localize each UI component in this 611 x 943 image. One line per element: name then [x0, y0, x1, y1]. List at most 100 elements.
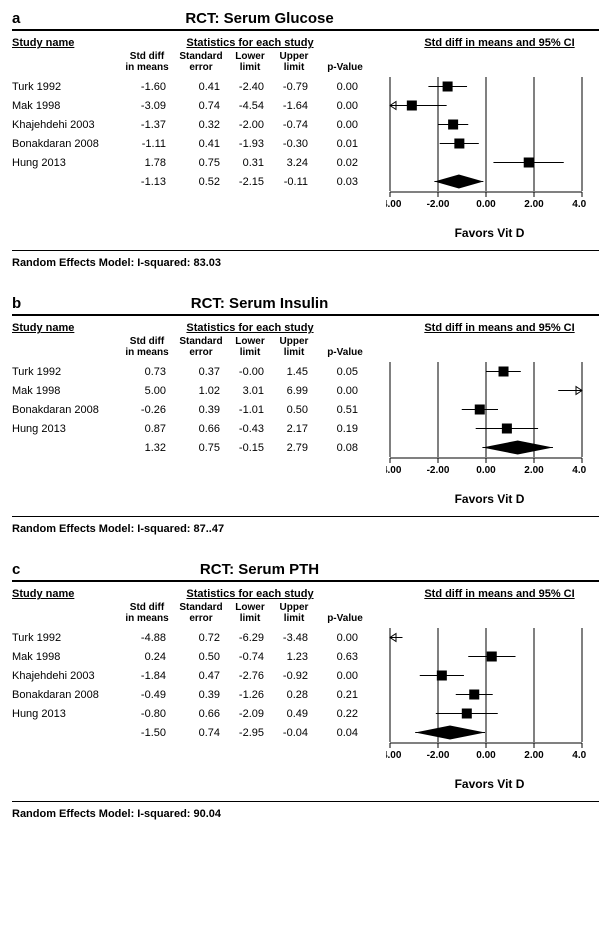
table-row: Bonakdaran 2008-0.260.39-1.010.500.51 [12, 400, 366, 419]
cell: 0.24 [120, 651, 174, 663]
rule [12, 314, 599, 316]
svg-text:0.00: 0.00 [476, 750, 496, 760]
cell: 0.75 [174, 442, 228, 454]
rule [12, 580, 599, 582]
cell: 0.04 [316, 727, 366, 739]
axis: -4.00-2.000.002.004.00Favors Vit D [366, 742, 599, 791]
cell: -2.15 [228, 176, 272, 188]
panel-a: aRCT: Serum GlucoseStudy nameStatistics … [12, 10, 599, 287]
model-text: Random Effects Model: I-squared: 90.04 [12, 808, 599, 820]
panel-title: RCT: Serum Glucose [30, 10, 599, 27]
cell: -0.11 [272, 176, 316, 188]
body-wrap: Turk 1992-4.880.72-6.29-3.480.00Mak 1998… [12, 628, 599, 742]
study-name: Mak 1998 [12, 100, 120, 112]
svg-text:2.00: 2.00 [524, 750, 544, 760]
panel-header: cRCT: Serum PTH [12, 561, 599, 578]
rule [12, 801, 599, 802]
forest-plot [366, 77, 599, 191]
column-headers: Study nameStatistics for each studyStd d… [12, 322, 599, 334]
cell: 0.66 [174, 708, 228, 720]
cell: -0.49 [120, 689, 174, 701]
cell: -2.76 [228, 670, 272, 682]
cell: -1.01 [228, 404, 272, 416]
cell: -0.74 [272, 119, 316, 131]
cell: 3.01 [228, 385, 272, 397]
cell: 0.41 [174, 81, 228, 93]
cell: 0.66 [174, 423, 228, 435]
cell: 0.01 [316, 138, 366, 150]
cell: -1.26 [228, 689, 272, 701]
panel-c: cRCT: Serum PTH Study nameStatistics for … [12, 561, 599, 820]
svg-text:0.00: 0.00 [476, 199, 496, 209]
cell: 5.00 [120, 385, 174, 397]
table-row: Khajehdehi 2003-1.840.47-2.76-0.920.00 [12, 666, 366, 685]
study-name: Hung 2013 [12, 708, 120, 720]
col-head: Std diffin means [120, 51, 174, 73]
cell: 0.39 [174, 689, 228, 701]
col-head: p-Value [316, 336, 366, 358]
cell: -1.37 [120, 119, 174, 131]
cell: 0.31 [228, 157, 272, 169]
cell: 0.00 [316, 632, 366, 644]
panel-b: bRCT: Serum Insulin Study nameStatistics … [12, 295, 599, 553]
cell: -1.93 [228, 138, 272, 150]
panel-title: RCT: Serum Insulin [30, 295, 599, 312]
table-row: -1.130.52-2.15-0.110.03 [12, 172, 366, 191]
body-wrap: Turk 1992-1.600.41-2.40-0.790.00 Mak 1998… [12, 77, 599, 191]
table-row: Hung 2013-0.800.66-2.090.490.22 [12, 704, 366, 723]
col-head: Upperlimit [272, 336, 316, 358]
col-head: Std diffin means [120, 336, 174, 358]
col-head: Lowerlimit [228, 602, 272, 624]
cell: 0.03 [316, 176, 366, 188]
table-row: Bonakdaran 2008-0.490.39-1.260.280.21 [12, 685, 366, 704]
panel-letter: b [12, 295, 30, 312]
plot-header: Std diff in means and 95% CI [380, 322, 599, 334]
cell: 0.63 [316, 651, 366, 663]
cell: 1.78 [120, 157, 174, 169]
table-row: Hung 20131.780.750.313.240.02 [12, 153, 366, 172]
svg-text:-2.00: -2.00 [427, 750, 450, 760]
cell: -0.15 [228, 442, 272, 454]
study-name: Bonakdaran 2008 [12, 138, 120, 150]
cell: 0.47 [174, 670, 228, 682]
cell: 0.50 [174, 651, 228, 663]
study-name: Mak 1998 [12, 651, 120, 663]
body-wrap: Turk 19920.730.37-0.001.450.05 Mak 19985.… [12, 362, 599, 457]
table-row: Turk 19920.730.37-0.001.450.05 [12, 362, 366, 381]
cell: 0.72 [174, 632, 228, 644]
cell: 0.39 [174, 404, 228, 416]
cell: 0.08 [316, 442, 366, 454]
table-row: Turk 1992-1.600.41-2.40-0.790.00 [12, 77, 366, 96]
panel-letter: a [12, 10, 30, 27]
panel-letter: c [12, 561, 30, 578]
cell: 0.74 [174, 727, 228, 739]
cell: -6.29 [228, 632, 272, 644]
rule [12, 516, 599, 517]
svg-text:-4.00: -4.00 [386, 199, 402, 209]
axis: -4.00-2.000.002.004.00Favors Vit D [366, 457, 599, 506]
cell: 2.17 [272, 423, 316, 435]
cell: -0.26 [120, 404, 174, 416]
cell: -0.00 [228, 366, 272, 378]
col-head: Standarderror [174, 602, 228, 624]
favors-label: Favors Vit D [386, 492, 599, 506]
cell: -1.13 [120, 176, 174, 188]
col-head: p-Value [316, 51, 366, 73]
stats-header: Statistics for each study [120, 588, 380, 600]
study-name-header: Study name [12, 37, 120, 49]
axis-row: -4.00-2.000.002.004.00Favors Vit D [12, 457, 599, 506]
cell: -3.09 [120, 100, 174, 112]
study-name: Turk 1992 [12, 632, 120, 644]
cell: -3.48 [272, 632, 316, 644]
axis-row: -4.00-2.000.002.004.00Favors Vit D [12, 742, 599, 791]
study-name: Mak 1998 [12, 385, 120, 397]
study-name-header: Study name [12, 588, 120, 600]
study-name: Khajehdehi 2003 [12, 119, 120, 131]
study-name-header: Study name [12, 322, 120, 334]
cell: -2.09 [228, 708, 272, 720]
panel-header: bRCT: Serum Insulin [12, 295, 599, 312]
cell: -0.04 [272, 727, 316, 739]
cell: -0.79 [272, 81, 316, 93]
cell: 0.22 [316, 708, 366, 720]
cell: -2.40 [228, 81, 272, 93]
